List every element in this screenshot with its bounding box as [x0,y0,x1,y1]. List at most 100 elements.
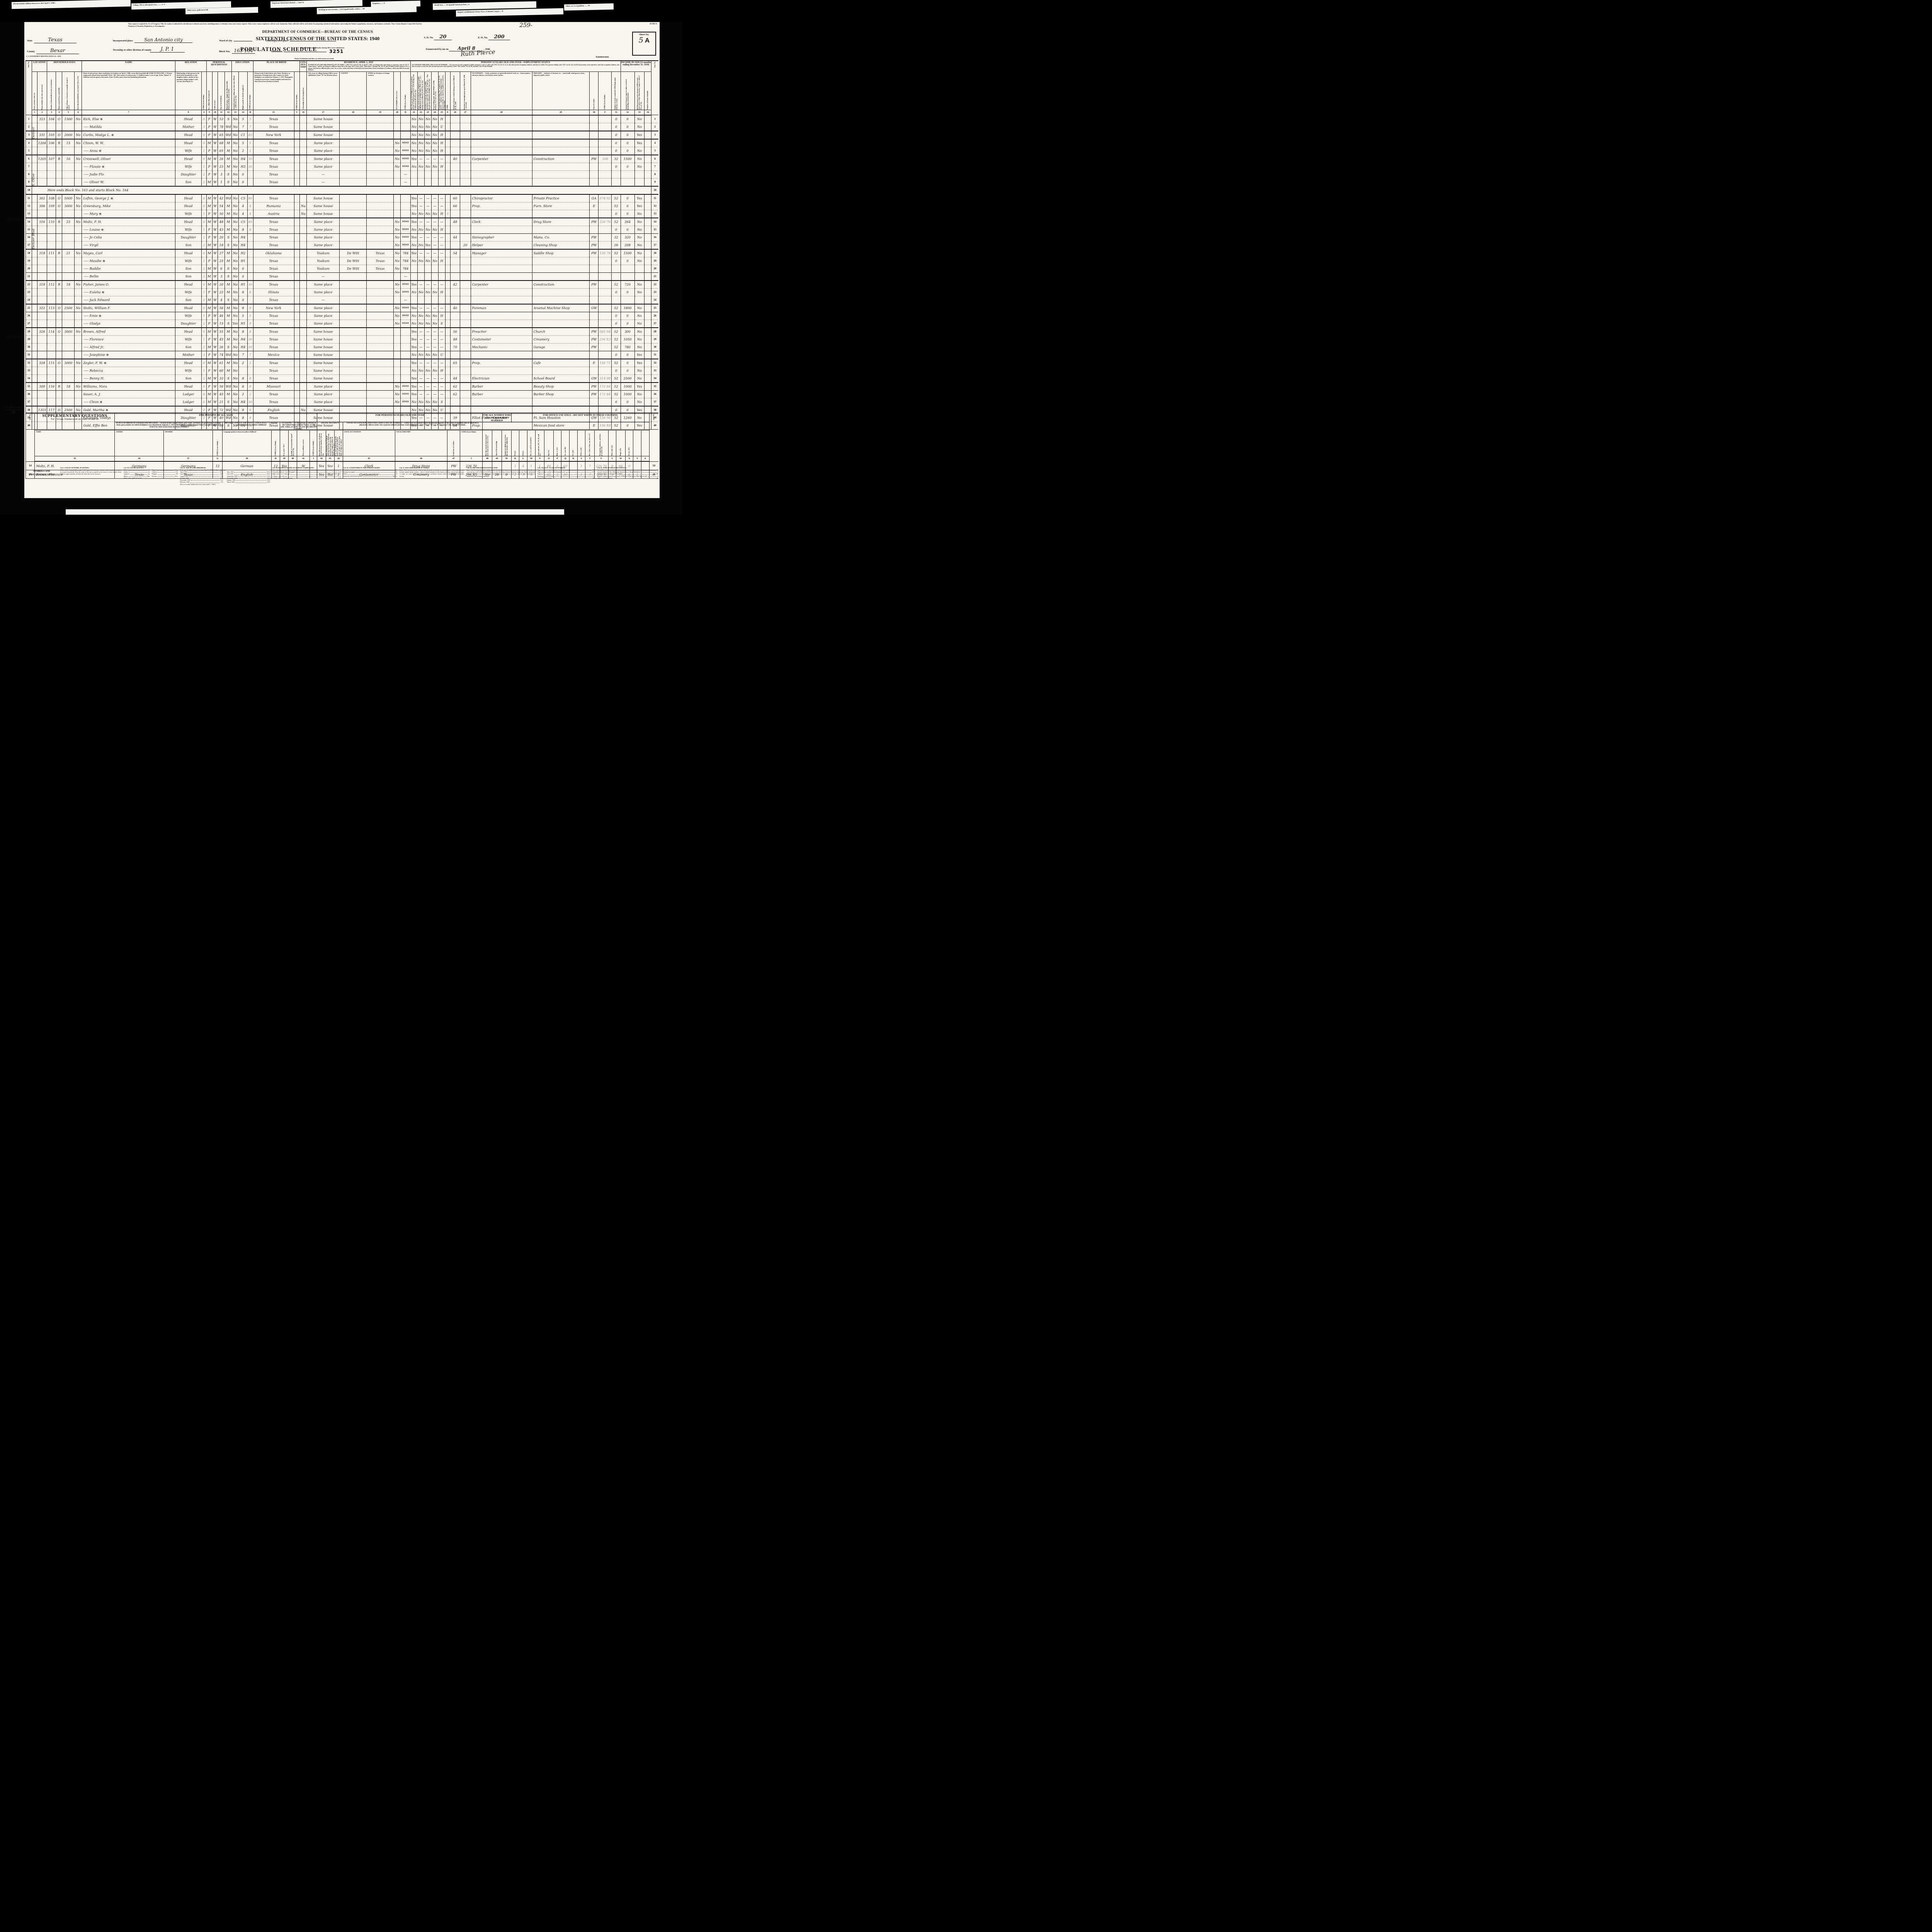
cell: Texas [253,296,294,304]
cell: 0 [611,147,621,155]
occupation [470,257,532,265]
column-header: CODE (Leave blank) [271,430,280,456]
column-number: 42 [317,456,326,462]
population-table: Line No. LOCATION HOUSEHOLD DATA NAME RELATI… [26,60,658,430]
cell: Same house [306,115,340,123]
cell: No [231,139,239,147]
cell [37,296,47,304]
cell [366,351,394,359]
cell: 56 [218,382,225,391]
cell [366,155,394,163]
cell [56,147,62,155]
cell: No [410,163,418,171]
cell: — [400,178,411,187]
cell [598,170,612,179]
cell: — [417,374,425,383]
cell [294,398,300,406]
cell [56,210,62,218]
column-header: Number of Farm Schedule [644,71,651,110]
cell: F [206,312,212,320]
cell: 0 [620,115,635,123]
cell: F [206,163,212,171]
cell [62,374,75,383]
cell: S [224,296,232,304]
cell [450,288,460,296]
cell: 12 [213,461,223,470]
cell [459,131,471,139]
column-number: W [616,456,626,462]
cell: 0 [201,115,207,123]
ed-value: 200 [488,34,510,40]
cell: H1 [238,280,248,289]
cell [450,241,460,250]
cell: 0 [611,163,621,171]
cell [56,398,62,406]
column-header: Age at first marriage [492,430,502,456]
cell: S [438,398,446,406]
cell: Yes [410,155,418,163]
cell: No [410,123,418,131]
column-header: Was this person AT WORK for pay or profi… [410,71,418,110]
cell: 107 [47,155,56,163]
cell: 1 [651,115,658,123]
cell [598,163,612,171]
cell: 0 [620,312,635,320]
cell [459,233,471,242]
cell [47,210,56,218]
cell [74,367,82,375]
cell: M [224,359,232,367]
column-group-header: HOUSEHOLD DATA [47,60,82,72]
cell: No [634,115,645,123]
cell: F [206,257,212,265]
cell [47,312,56,320]
column-header: Citizenship of the foreign born [299,71,307,110]
cell: No [231,155,239,163]
cell [598,115,612,123]
cell: W [212,272,218,281]
suppl-quest-margin-label: SUPPL. QUEST. [7,218,22,221]
cell: 21 [26,272,32,281]
cell: 7 [26,163,32,171]
schedule-stamp: 3251 [329,49,344,54]
cell: 1 [201,335,207,344]
cell: 7 [585,461,595,470]
column-number: B [247,109,253,116]
cell: S [224,265,232,273]
cell [47,296,56,304]
cell: 3 [26,131,32,139]
cell: 256 X3 [460,470,483,479]
cell: 172 84 [598,390,612,398]
cell: Yes [410,374,418,383]
industry [532,265,590,273]
cell: Son [175,241,202,250]
cell [294,320,300,328]
cell [47,351,56,359]
cell: 113 [47,304,56,312]
cell: 4 [238,210,248,218]
cell: — [424,359,432,367]
cell: Same place [306,398,340,406]
cell: 52 [611,343,621,351]
column-group-header: Line No. [25,413,35,462]
cell: 42 [450,280,460,289]
column-header: USUAL INDUSTRY [395,430,447,456]
cell: M [206,359,212,367]
cell: 50 [218,210,225,218]
cell: No [231,280,239,289]
column-header: Age (11) [544,430,554,456]
cell: 309 [37,382,47,391]
column-number: N [535,456,544,462]
occupation: Helper [470,241,532,250]
cell [644,304,651,312]
cell: F [206,233,212,242]
cell: 6 [527,470,536,479]
person-name: Stoltz, William F. [82,304,175,312]
cell: 52 [611,374,621,383]
cell: 1 [218,178,225,187]
cell [644,296,651,304]
cell: No [231,304,239,312]
cell [294,335,300,344]
cell: 104 [47,115,56,123]
cell: No [424,131,432,139]
cell: — [431,155,439,163]
